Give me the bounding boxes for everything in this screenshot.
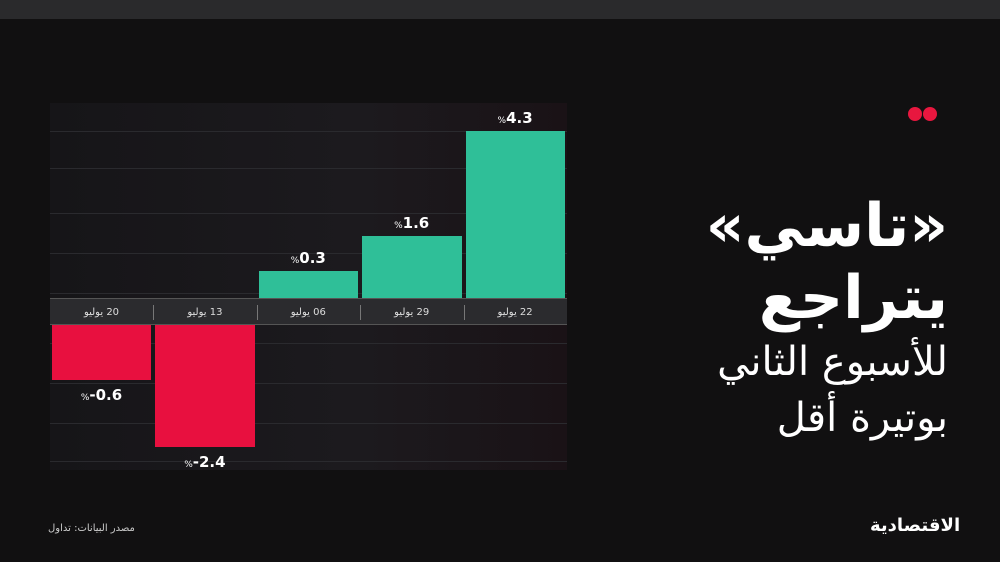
x-tick-label: 06 يوليو [290,307,326,318]
gridline [50,383,567,384]
headline-line3: للأسبوع الثاني [717,339,948,385]
headline-line2: يتراجع [758,263,948,333]
gridline [50,461,567,462]
x-tick-label: 22 يوليو [497,307,533,318]
headline-line4: بوتيرة أقل [776,395,948,441]
logo: الاقتصادية [870,515,961,536]
headline-line1: «تاسي» [705,191,948,261]
gridline [50,131,567,132]
data-source: مصدر البيانات: تداول [48,523,135,534]
tick-separator [360,305,362,320]
x-tick-label: 13 يوليو [187,307,223,318]
tick-separator [256,305,258,320]
data-label: %1.6 [394,213,430,232]
gridline [50,343,567,344]
bar [155,325,255,447]
bar [465,131,565,298]
x-tick-label: 29 يوليو [394,307,430,318]
gridline [50,213,567,214]
gridline [50,168,567,169]
bar [52,325,152,381]
gridline [50,423,567,424]
gridline [50,253,567,254]
bar [258,271,359,298]
data-label: %0.3 [290,249,326,267]
x-axis: 20 يوليو 13 يوليو 06 يوليو 29 يوليو 22 يوليو [50,298,567,325]
data-label: %4.3 [497,109,533,128]
data-label: %-2.4 [184,452,226,471]
brand-dots-icon [908,106,938,125]
headline: «تاسي» يتراجع للأسبوع الثاني بوتيرة أقل [706,190,948,446]
tick-separator [153,305,155,320]
tick-separator [463,305,465,320]
bar [362,235,462,298]
top-bar [0,0,1000,19]
chart-plot: 20 يوليو 13 يوليو 06 يوليو 29 يوليو 22 يوليو… [50,103,567,471]
data-label: %-0.6 [80,386,123,405]
x-tick-label: 20 يوليو [83,307,120,318]
